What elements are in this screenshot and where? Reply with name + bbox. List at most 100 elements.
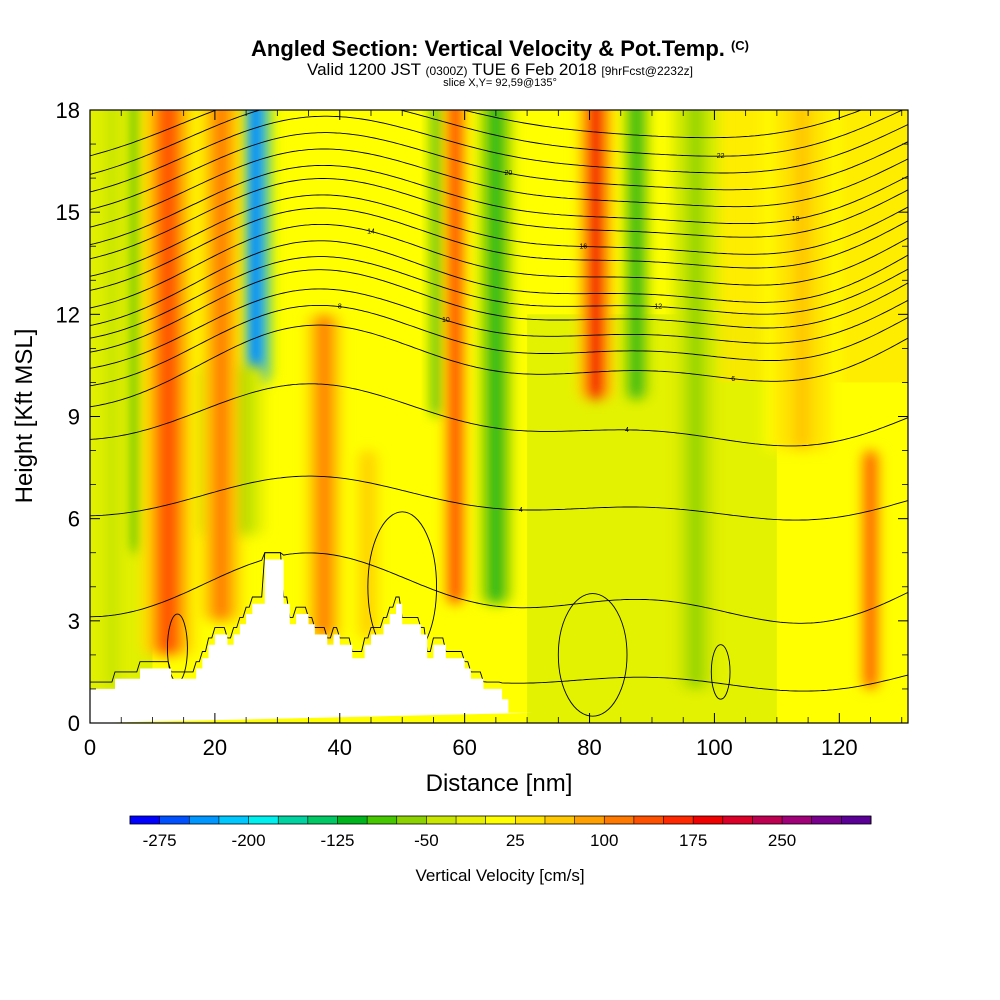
isentrope-line	[90, 115, 908, 193]
colorbar-swatch	[396, 816, 427, 824]
updraft-column-band	[215, 110, 227, 621]
isentrope-line	[90, 552, 908, 692]
downdraft-column-band	[107, 110, 116, 689]
colorbar-tick-label: 250	[768, 831, 796, 850]
y-tick-label: 12	[56, 302, 80, 327]
isentrope-line	[90, 223, 908, 309]
isentrope-label: 6	[731, 376, 735, 383]
y-tick-label: 0	[68, 711, 80, 736]
colorbar-tick-label: -200	[232, 831, 266, 850]
isentrope-line	[90, 178, 908, 260]
potential-temperature-contours: 4 4 6 8 10 12 14 16 18 20 22	[90, 110, 908, 717]
isentrope-label: 14	[367, 228, 375, 235]
downdraft-column	[429, 110, 445, 417]
x-tick-label: 20	[203, 735, 227, 760]
slice-info: slice X,Y= 92,59@135°	[443, 77, 557, 89]
colorbar-tick-label: 100	[590, 831, 618, 850]
colorbar-tick-label: -50	[414, 831, 439, 850]
colorbar-swatch	[752, 816, 783, 824]
colorbar-tick-label: 175	[679, 831, 707, 850]
updraft-column	[139, 110, 197, 655]
terrain-fill	[90, 559, 534, 723]
updraft-column	[442, 110, 468, 604]
colorbar-swatch	[307, 816, 338, 824]
updraft-column-band	[319, 314, 329, 638]
updraft-column-band	[452, 110, 459, 604]
colorbar-swatch	[130, 816, 161, 824]
colorbar-swatch	[782, 816, 813, 824]
colorbar-swatch	[337, 816, 368, 824]
isentrope-line	[90, 552, 908, 624]
colorbar-label: Vertical Velocity [cm/s]	[415, 866, 584, 885]
updraft-column	[859, 450, 882, 689]
isentrope-line	[90, 383, 908, 447]
downdraft-column-band	[434, 110, 439, 417]
y-axis-label: Height [Kft MSL]	[11, 329, 38, 504]
valid-date: TUE 6 Feb 2018	[471, 60, 597, 79]
colorbar-swatch	[515, 816, 546, 824]
colorbar-swatch	[248, 816, 279, 824]
forecast-info: [9hrFcst@2232z]	[601, 64, 693, 78]
isentrope-line	[90, 256, 908, 339]
colorbar-swatch	[426, 816, 457, 824]
colorbar-tick-label: -125	[320, 831, 354, 850]
updraft-column	[352, 450, 384, 638]
downdraft-column-band	[129, 110, 138, 553]
downdraft-column-band	[689, 110, 702, 689]
isentrope-label: 22	[717, 153, 725, 160]
isentrope-label: 10	[442, 317, 450, 324]
y-tick-label: 9	[68, 405, 80, 430]
isentrope-label: 16	[579, 244, 587, 251]
colorbar-swatch	[544, 816, 576, 824]
title-suffix: (C)	[730, 38, 749, 53]
isentrope-label: 12	[654, 304, 662, 311]
x-tick-label: 80	[577, 735, 601, 760]
downdraft-column	[670, 110, 721, 689]
velocity-field	[90, 110, 908, 723]
colorbar-swatch	[663, 816, 694, 824]
x-axis-label: Distance [nm]	[426, 770, 573, 797]
updraft-column	[305, 314, 343, 638]
x-tick-label: 40	[328, 735, 352, 760]
colorbar-swatch	[574, 816, 605, 824]
isentrope-line	[90, 240, 908, 326]
colorbar-swatch	[604, 816, 635, 824]
isentrope-line	[90, 110, 904, 175]
x-tick-label: 0	[84, 735, 96, 760]
isentrope-line	[90, 288, 908, 369]
x-tick-label: 60	[452, 735, 476, 760]
colorbar-swatch	[485, 816, 516, 824]
colorbar-swatch	[456, 816, 487, 824]
colorbar-swatch	[811, 816, 842, 824]
chart-subtitle: Valid 1200 JST (0300Z) TUE 6 Feb 2018 [9…	[0, 60, 1000, 80]
closed-contour	[710, 644, 731, 700]
colorbar-tick-label: -275	[143, 831, 177, 850]
downdraft-column	[478, 110, 514, 604]
isentrope-label: 20	[504, 170, 512, 177]
colorbar-swatch	[693, 816, 724, 824]
y-tick-label: 18	[56, 98, 80, 123]
downdraft-column	[622, 110, 651, 400]
isentrope-label: 18	[792, 216, 800, 223]
y-tick-label: 15	[56, 200, 80, 225]
valid-utc: (0300Z)	[425, 64, 468, 78]
axes: 0 20 40 60 80 100 120 0 3 6 9 12 15 18	[56, 98, 908, 760]
updraft-column-band	[161, 110, 176, 655]
colorbar-swatch	[841, 816, 872, 824]
terrain	[90, 559, 534, 723]
isentrope-label: 4	[625, 427, 629, 434]
updraft-column	[764, 110, 840, 451]
colorbar-swatch	[278, 816, 309, 824]
valid-time: Valid 1200 JST	[307, 60, 421, 79]
updraft-column-band	[363, 450, 372, 638]
isentrope-line	[90, 207, 908, 291]
isentrope-line	[90, 269, 908, 353]
isentrope-label: 8	[338, 304, 342, 311]
isentrope-line	[90, 324, 908, 408]
colorbar-swatch	[722, 816, 753, 824]
downdraft-column-band	[632, 110, 640, 400]
isentrope-line	[90, 304, 908, 387]
updraft-column	[199, 110, 243, 621]
updraft-column-band	[792, 110, 812, 451]
